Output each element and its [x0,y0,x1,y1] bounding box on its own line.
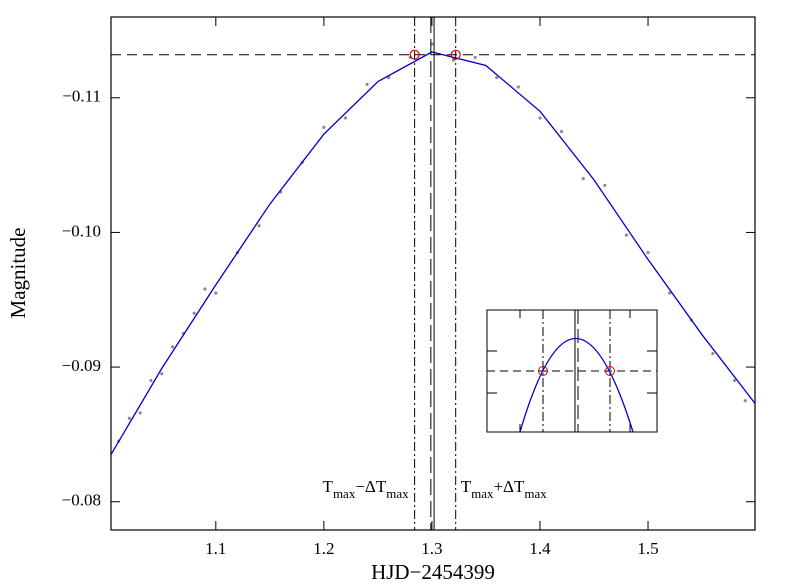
data-point [603,183,607,187]
data-point [203,287,207,291]
data-point [711,352,715,356]
marker [409,49,420,60]
annotation-part: +ΔT [493,477,525,496]
data-point [668,291,672,295]
plot-area [110,17,756,530]
x-tick-label: 1.5 [637,539,658,558]
fit-curve [110,51,756,455]
data-point [322,125,326,130]
data-point [559,129,564,134]
annotation: Tmax+ΔTmax [461,477,548,502]
data-point [538,116,542,120]
data-point [160,372,164,376]
annotation-part: max [386,486,409,501]
data-point [149,378,153,383]
x-tick-label: 1.3 [421,539,442,558]
x-tick-label: 1.4 [529,539,551,558]
y-tick-label: −0.09 [62,356,101,375]
y-tick-label: −0.10 [62,221,101,240]
data-point [473,55,477,59]
x-tick-label: 1.1 [205,539,226,558]
data-point [624,233,629,237]
inset [486,309,658,433]
x-axis-title: HJD−2454399 [371,560,495,584]
annotation-part: T [323,477,334,496]
plot-frame [110,16,756,531]
data-point [170,345,175,349]
x-tick-label: 1.2 [313,539,334,558]
data-point [257,224,261,228]
data-point [138,411,142,415]
data-point [646,251,650,255]
annotation-part: max [333,486,356,501]
data-point [214,291,218,295]
y-tick-label: −0.08 [62,491,101,510]
data-point [343,116,348,120]
data-point [365,82,369,86]
annotation-part: −ΔT [355,477,387,496]
annotation-part: max [524,486,547,501]
annotation-part: T [461,477,472,496]
data-point [495,75,499,80]
y-tick-label: −0.11 [62,87,101,106]
data-point [127,416,131,420]
data-point [743,399,747,403]
data-point [516,85,520,89]
data-point [192,311,196,315]
data-point [732,378,737,383]
annotation: Tmax−ΔTmax [323,477,410,502]
data-point [581,176,585,181]
marker [450,49,461,60]
annotation-part: max [471,486,494,501]
y-axis-title: Magnitude [6,228,30,319]
